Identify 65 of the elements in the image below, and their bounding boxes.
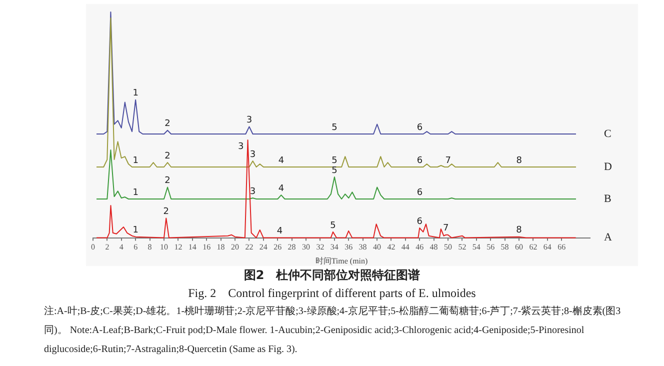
x-tick-label: 5 bbox=[332, 156, 338, 166]
x-tick-label: 54 bbox=[472, 242, 480, 252]
x-tick-label: 0 bbox=[91, 242, 95, 252]
x-tick-label: 1 bbox=[132, 188, 138, 198]
x-tick-label: 8 bbox=[516, 156, 522, 166]
x-tick-label: 34 bbox=[330, 242, 338, 252]
x-tick-label: 2 bbox=[105, 242, 110, 252]
x-tick-label: 20 bbox=[231, 242, 239, 252]
x-tick-label: 36 bbox=[344, 242, 353, 252]
text: B bbox=[604, 192, 612, 205]
text: 图2 杜仲不同部位对照特征图谱 bbox=[242, 267, 422, 284]
x-tick-label: 7 bbox=[445, 156, 451, 166]
x-tick-label: 46 bbox=[416, 242, 424, 252]
text: diglucoside;6-Rutin;7-Astragalin;8-Quercetin (Same as Fig. 3). bbox=[44, 344, 298, 355]
annotation: 5 bbox=[330, 220, 336, 231]
x-tick-label: 62 bbox=[529, 242, 538, 252]
x-tick-label: 2 bbox=[164, 119, 170, 130]
x-tick-label: 18 bbox=[216, 242, 225, 252]
x-tick-label: 6 bbox=[134, 242, 138, 252]
x-tick-label: 26 bbox=[274, 242, 282, 252]
annotation: 2 bbox=[163, 207, 169, 218]
x-tick-label: 30 bbox=[302, 242, 310, 252]
annotation: 3 bbox=[238, 142, 244, 152]
x-tick-label: 66 bbox=[558, 242, 566, 252]
text: A bbox=[604, 232, 612, 244]
x-tick-label: 52 bbox=[458, 242, 466, 252]
x-tick-label: 38 bbox=[358, 242, 367, 252]
annotation: 8 bbox=[516, 226, 522, 236]
x-tick-label: 4 bbox=[119, 242, 124, 252]
x-tick-label: 6 bbox=[416, 156, 423, 166]
x-tick-label: 40 bbox=[373, 242, 381, 252]
text: D bbox=[604, 160, 612, 173]
x-tick-label: 4 bbox=[278, 184, 284, 194]
x-tick-label: 60 bbox=[515, 242, 523, 252]
x-tick-label: 1 bbox=[132, 156, 138, 166]
x-tick-label: 22 bbox=[245, 242, 254, 252]
x-tick-label: 42 bbox=[387, 242, 396, 252]
x-tick-label: 56 bbox=[486, 242, 495, 252]
x-tick-label: 50 bbox=[444, 242, 452, 252]
annotation: 7 bbox=[443, 224, 449, 234]
x-tick-label: 44 bbox=[401, 242, 410, 252]
annotation: 6 bbox=[416, 216, 423, 227]
x-tick-label: 64 bbox=[543, 242, 552, 252]
x-tick-label: 6 bbox=[416, 122, 423, 133]
x-tick-label: 2 bbox=[164, 151, 170, 162]
annotation: 1 bbox=[132, 226, 138, 236]
x-tick-label: 16 bbox=[202, 242, 211, 252]
x-axis-title: 时间Time (min) bbox=[315, 256, 368, 266]
x-tick-label: 48 bbox=[430, 242, 438, 252]
x-tick-label: 14 bbox=[188, 242, 196, 252]
x-tick-label: 3 bbox=[250, 186, 256, 197]
text: Fig. 2 Control fingerprint of different parts of E. ulmoides bbox=[187, 285, 477, 302]
x-tick-label: 4 bbox=[278, 156, 284, 166]
x-tick-label: 10 bbox=[160, 242, 168, 252]
x-tick-label: 8 bbox=[148, 242, 152, 252]
x-tick-label: 3 bbox=[250, 150, 256, 160]
x-tick-label: 58 bbox=[500, 242, 509, 252]
x-tick-label: 32 bbox=[316, 242, 324, 252]
text: C bbox=[604, 128, 612, 140]
annotation: 4 bbox=[276, 226, 283, 237]
x-tick-label: 12 bbox=[174, 242, 182, 252]
x-tick-label: 6 bbox=[416, 188, 423, 198]
x-tick-label: 28 bbox=[288, 242, 296, 252]
x-tick-label: 24 bbox=[259, 242, 268, 252]
x-tick-label: 5 bbox=[332, 122, 338, 133]
